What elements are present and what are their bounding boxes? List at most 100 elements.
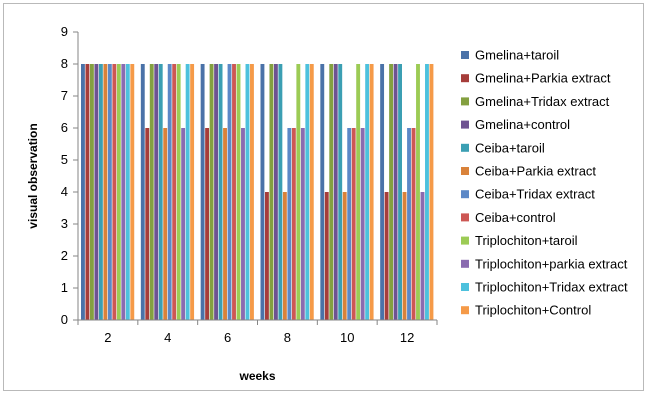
legend-item: Gmelina+taroil bbox=[461, 48, 559, 63]
bar bbox=[393, 64, 398, 320]
legend-item: Triplochiton+Control bbox=[461, 303, 591, 318]
y-tick-label: 8 bbox=[61, 56, 68, 71]
bar bbox=[291, 128, 296, 320]
legend-item: Triplochiton+taroil bbox=[461, 233, 578, 248]
legend-label: Gmelina+taroil bbox=[475, 48, 559, 63]
bar bbox=[380, 64, 385, 320]
bar bbox=[158, 64, 163, 320]
legend-swatch bbox=[461, 51, 469, 59]
bar bbox=[130, 64, 135, 320]
bar bbox=[356, 64, 361, 320]
bar bbox=[389, 64, 394, 320]
legend-item: Triplochiton+Tridax extract bbox=[461, 280, 628, 295]
bar bbox=[236, 64, 241, 320]
legend-swatch bbox=[461, 74, 469, 83]
bar bbox=[402, 192, 407, 320]
legend-label: Triplochiton+taroil bbox=[475, 233, 578, 248]
bar bbox=[94, 64, 99, 320]
bar bbox=[103, 64, 108, 320]
y-tick-label: 9 bbox=[61, 24, 68, 39]
y-tick-label: 2 bbox=[61, 248, 68, 263]
legend-swatch bbox=[461, 120, 469, 129]
bar bbox=[209, 64, 214, 320]
bar bbox=[89, 64, 94, 320]
legend-label: Ceiba+control bbox=[475, 210, 556, 225]
legend-item: Triplochiton+parkia extract bbox=[461, 256, 628, 271]
bar bbox=[145, 128, 150, 320]
bar bbox=[223, 128, 227, 320]
x-axis-title: weeks bbox=[238, 369, 275, 383]
bar bbox=[338, 64, 343, 320]
y-axis-title: visual observation bbox=[26, 123, 40, 228]
legend-item: Ceiba+taroil bbox=[461, 140, 545, 155]
legend-swatch bbox=[461, 283, 469, 291]
legend: Gmelina+taroil Gmelina+Parkia extract Gmel… bbox=[461, 48, 628, 318]
y-axis-ticks: 0 1 2 3 4 5 6 7 8 9 bbox=[61, 24, 78, 327]
bar bbox=[320, 64, 325, 320]
legend-label: Triplochiton+Tridax extract bbox=[475, 280, 628, 295]
legend-item: Gmelina+Parkia extract bbox=[461, 71, 611, 86]
x-tick-label: 8 bbox=[284, 330, 291, 345]
legend-label: Ceiba+Tridax extract bbox=[475, 187, 595, 202]
bar bbox=[200, 64, 205, 320]
bar bbox=[116, 64, 121, 320]
x-tick-label: 6 bbox=[224, 330, 231, 345]
bar bbox=[342, 192, 347, 320]
y-tick-label: 1 bbox=[61, 280, 68, 295]
bar bbox=[163, 128, 168, 320]
y-tick-label: 5 bbox=[61, 152, 68, 167]
bar bbox=[218, 64, 223, 320]
bar bbox=[333, 64, 338, 320]
bar bbox=[81, 64, 85, 320]
bar bbox=[214, 64, 219, 320]
legend-item: Ceiba+Tridax extract bbox=[461, 187, 595, 202]
bar bbox=[149, 64, 154, 320]
bar bbox=[112, 64, 117, 320]
legend-swatch bbox=[461, 190, 469, 199]
legend-swatch bbox=[461, 213, 469, 222]
legend-swatch bbox=[461, 259, 469, 268]
bar bbox=[365, 64, 370, 320]
legend-item: Ceiba+control bbox=[461, 210, 556, 225]
bar bbox=[351, 128, 356, 320]
bar bbox=[205, 128, 210, 320]
bar-series bbox=[81, 64, 434, 320]
bar bbox=[185, 64, 190, 320]
bar bbox=[176, 64, 181, 320]
bar bbox=[282, 192, 287, 320]
bar bbox=[425, 64, 429, 320]
bar bbox=[416, 64, 420, 320]
bar bbox=[369, 64, 374, 320]
bar bbox=[360, 128, 365, 320]
x-tick-label: 10 bbox=[340, 330, 354, 345]
legend-item: Ceiba+Parkia extract bbox=[461, 164, 596, 179]
bar bbox=[264, 192, 269, 320]
bar bbox=[140, 64, 145, 320]
bar bbox=[347, 128, 352, 320]
y-tick-label: 6 bbox=[61, 120, 68, 135]
bar bbox=[190, 64, 195, 320]
y-tick-label: 4 bbox=[61, 184, 68, 199]
bar bbox=[411, 128, 416, 320]
bar bbox=[407, 128, 411, 320]
legend-item: Gmelina+Tridax extract bbox=[461, 94, 610, 109]
bar bbox=[324, 192, 329, 320]
bar bbox=[420, 192, 425, 320]
bar bbox=[227, 64, 232, 320]
legend-label: Ceiba+Parkia extract bbox=[475, 164, 596, 179]
legend-swatch bbox=[461, 306, 469, 315]
bar bbox=[260, 64, 265, 320]
bar bbox=[167, 64, 172, 320]
bar bbox=[300, 128, 305, 320]
bar bbox=[429, 64, 434, 320]
bar bbox=[241, 128, 245, 320]
bar bbox=[107, 64, 112, 320]
x-tick-label: 4 bbox=[164, 330, 171, 345]
legend-label: Triplochiton+Control bbox=[475, 303, 591, 318]
bar bbox=[154, 64, 159, 320]
bar bbox=[232, 64, 236, 320]
bar bbox=[296, 64, 301, 320]
bar bbox=[250, 64, 254, 320]
y-tick-label: 3 bbox=[61, 216, 68, 231]
bar bbox=[273, 64, 278, 320]
